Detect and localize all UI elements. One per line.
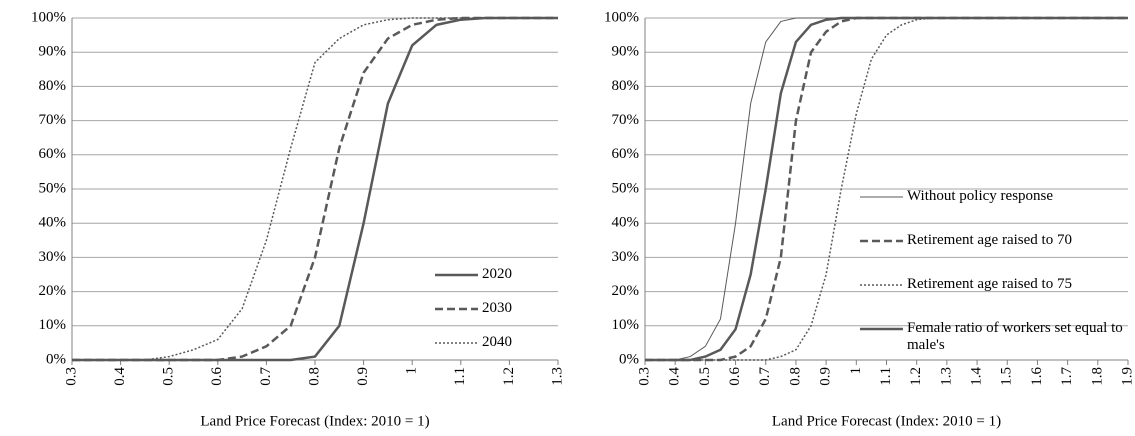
x-tick-label: 0.8: [306, 367, 322, 386]
x-tick-label: 0.6: [727, 367, 743, 386]
x-tick-label: 0.3: [63, 367, 79, 386]
x-tick-label: 1.9: [1119, 367, 1135, 386]
x-tick-label: 1.8: [1089, 367, 1105, 386]
y-tick-label: 20%: [612, 283, 640, 299]
x-tick-label: 1.4: [969, 367, 985, 386]
legend-label: Female ratio of workers set equal to mal…: [907, 320, 1123, 353]
x-tick-label: 0.9: [818, 367, 834, 386]
x-tick-label: 0.4: [112, 367, 128, 386]
y-tick-label: 70%: [612, 112, 640, 128]
y-tick-label: 40%: [39, 215, 67, 231]
y-tick-label: 60%: [612, 146, 640, 162]
legend-label: 2030: [482, 300, 512, 316]
x-tick-label: 0.5: [161, 367, 177, 386]
legend-label: Retirement age raised to 70: [907, 232, 1072, 248]
x-tick-label: 0.7: [757, 367, 773, 386]
series-line: [645, 16, 1128, 362]
x-tick-label: 1.3: [549, 367, 565, 386]
x-axis-label: Land Price Forecast (Index: 2010 = 1): [772, 413, 1001, 429]
y-tick-label: 10%: [612, 317, 640, 333]
x-tick-label: 0.6: [209, 367, 225, 386]
y-tick-label: 80%: [39, 78, 67, 94]
y-tick-label: 60%: [39, 146, 67, 162]
legend-label: Without policy response: [907, 188, 1054, 204]
y-tick-label: 80%: [612, 78, 640, 94]
x-tick-label: 0.3: [636, 367, 652, 386]
y-tick-label: 50%: [612, 180, 640, 196]
y-tick-label: 0%: [619, 351, 639, 367]
legend-label: 2020: [482, 266, 512, 282]
y-tick-label: 20%: [39, 283, 67, 299]
x-tick-label: 0.9: [355, 367, 371, 386]
y-tick-label: 100%: [604, 9, 639, 25]
x-tick-label: 1.2: [501, 367, 517, 386]
y-tick-label: 50%: [39, 180, 67, 196]
x-tick-label: 1: [404, 367, 420, 375]
y-tick-label: 30%: [39, 249, 67, 265]
y-tick-label: 100%: [31, 9, 66, 25]
legend-label: Retirement age raised to 75: [907, 276, 1072, 292]
y-tick-label: 40%: [612, 215, 640, 231]
y-tick-label: 10%: [39, 317, 67, 333]
x-tick-label: 1.5: [999, 367, 1015, 386]
legend-label: 2040: [482, 334, 512, 350]
y-tick-label: 90%: [39, 44, 67, 60]
x-tick-label: 1: [848, 367, 864, 375]
x-tick-label: 0.4: [667, 367, 683, 386]
y-tick-label: 90%: [612, 44, 640, 60]
x-tick-label: 1.1: [452, 367, 468, 386]
y-tick-label: 70%: [39, 112, 67, 128]
x-tick-label: 0.8: [787, 367, 803, 386]
y-tick-label: 30%: [612, 249, 640, 265]
x-axis-label: Land Price Forecast (Index: 2010 = 1): [200, 413, 429, 429]
x-tick-label: 1.2: [908, 367, 924, 386]
y-tick-label: 0%: [46, 351, 66, 367]
series-line: [72, 17, 558, 361]
x-tick-label: 1.7: [1059, 367, 1075, 386]
x-tick-label: 0.5: [697, 367, 713, 386]
x-tick-label: 1.6: [1029, 367, 1045, 386]
x-tick-label: 1.3: [938, 367, 954, 386]
x-tick-label: 0.7: [258, 367, 274, 386]
x-tick-label: 1.1: [878, 367, 894, 386]
